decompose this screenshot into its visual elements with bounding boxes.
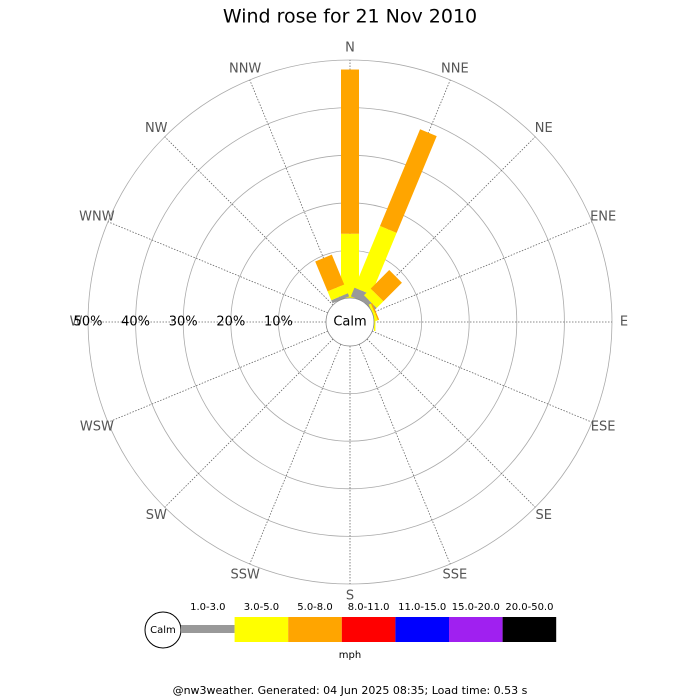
bar-segment	[315, 254, 345, 292]
direction-label: N	[345, 41, 355, 56]
direction-label: SSW	[230, 568, 260, 583]
footer: @nw3weather. Generated: 04 Jun 2025 08:3…	[173, 684, 528, 697]
legend-swatch	[502, 617, 557, 642]
spoke	[107, 221, 328, 314]
legend-swatch	[341, 617, 396, 642]
direction-label: SE	[536, 508, 552, 523]
legend-calm-label: Calm	[150, 625, 176, 636]
r-tick-label: 50%	[74, 315, 103, 330]
legend-label: 5.0-8.0	[297, 602, 332, 613]
calm-circle	[325, 297, 375, 347]
legend-swatch	[288, 617, 342, 642]
spoke	[372, 330, 593, 423]
bar-segment	[363, 288, 384, 309]
direction-label: NNW	[229, 61, 261, 76]
legend-label: 11.0-15.0	[398, 602, 446, 613]
direction-label: W	[70, 315, 83, 330]
legend-label: 3.0-5.0	[244, 602, 279, 613]
bar-segment	[370, 303, 380, 321]
legend-swatch	[181, 625, 235, 633]
r-tick-label: 20%	[216, 315, 245, 330]
direction-label: WSW	[80, 419, 114, 434]
legend-label: 1.0-3.0	[190, 602, 225, 613]
direction-label: SW	[146, 508, 167, 523]
direction-label: ESE	[591, 419, 616, 434]
bar-segment	[341, 69, 359, 234]
bar-segment	[368, 303, 378, 322]
r-tick-label: 10%	[264, 315, 293, 330]
direction-label: SSE	[442, 568, 467, 583]
unit-label: mph	[339, 650, 361, 661]
chart-title: Wind rose for 21 Nov 2010	[223, 6, 477, 28]
bar-segment	[374, 313, 376, 331]
legend-swatch	[449, 617, 503, 642]
bar-segment	[370, 270, 402, 302]
direction-label: NW	[145, 121, 168, 136]
bar-segment	[380, 129, 437, 233]
spoke	[164, 338, 334, 508]
direction-bars	[368, 303, 380, 322]
direction-bars	[315, 254, 350, 304]
direction-label: NE	[535, 121, 553, 136]
legend-swatch	[234, 617, 289, 642]
legend-swatch	[395, 617, 449, 642]
spoke	[164, 136, 334, 306]
legend-label: 20.0-50.0	[505, 602, 553, 613]
spoke	[249, 344, 342, 565]
direction-bars	[341, 69, 359, 298]
direction-label: NNE	[441, 61, 469, 76]
r-tick-label: 40%	[121, 315, 150, 330]
spoke	[366, 338, 536, 508]
direction-label: WNW	[79, 210, 115, 225]
legend-label: 8.0-11.0	[348, 602, 390, 613]
direction-label: S	[346, 589, 354, 604]
bar-segment	[331, 293, 350, 304]
bar-segment	[341, 233, 359, 298]
bar-segment	[327, 284, 348, 301]
spoke	[358, 344, 451, 565]
r-tick-label: 30%	[169, 315, 198, 330]
direction-label: ENE	[590, 210, 616, 225]
legend-label: 15.0-20.0	[452, 602, 500, 613]
direction-bars	[374, 313, 376, 331]
spoke	[107, 330, 328, 423]
direction-label: E	[620, 315, 628, 330]
bar-segment	[354, 226, 397, 295]
spoke	[372, 221, 593, 314]
calm-label: Calm	[333, 315, 366, 330]
